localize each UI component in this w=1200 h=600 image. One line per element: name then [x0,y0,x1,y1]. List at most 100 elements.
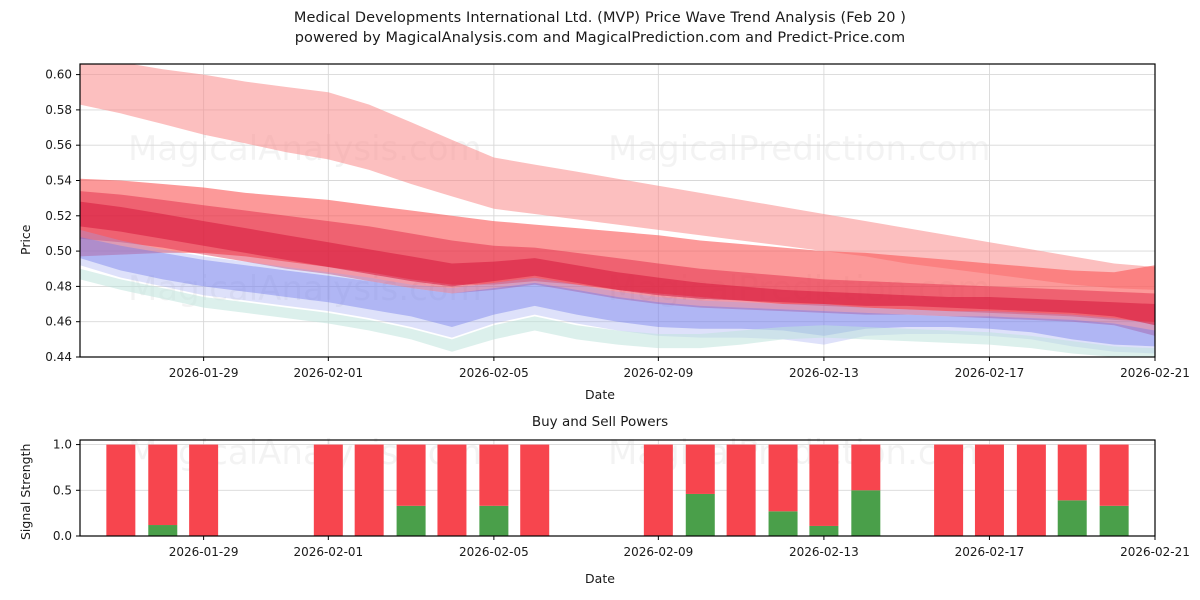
top-yaxis-label: Price [18,224,33,256]
page-title: Medical Developments International Ltd. … [0,8,1200,48]
signal-bar[interactable] [189,444,219,536]
band-core-dark-red-line-band [80,201,1155,326]
buy-power-segment [809,525,839,536]
sell-power-segment [934,444,964,536]
signal-bar[interactable] [934,444,964,536]
bottom-mask [0,358,1200,390]
sell-power-segment [1057,444,1087,501]
sell-power-segment [768,444,798,512]
ytick-label: 1.0 [53,438,72,452]
title-line-1: Medical Developments International Ltd. … [293,10,907,26]
ytick-label: 0.5 [53,483,72,497]
xtick-label: 2026-01-29 [169,366,239,380]
signal-bar[interactable] [1057,444,1087,536]
buy-power-segment [148,525,178,536]
ytick-label: 0.54 [45,173,72,187]
signal-bar[interactable] [768,444,798,536]
signal-bar[interactable] [643,444,673,536]
signal-bar[interactable] [685,444,715,536]
sell-power-segment [148,444,178,526]
sell-power-segment [189,444,219,536]
xtick-label: 2026-02-21 [1120,366,1190,380]
signal-bar[interactable] [726,444,756,536]
band-teal-floor-band [80,268,1155,357]
sell-power-segment [643,444,673,536]
buy-power-segment [1057,500,1087,536]
band-outer-blue-halo [80,229,1155,354]
buy-power-segment [768,511,798,536]
buy-sell-powers-chart: MagicalAnalysis.comMagicalPrediction.com… [53,433,1190,559]
title-line-2: powered by MagicalAnalysis.com and Magic… [294,30,906,46]
xtick-label: 2026-02-13 [789,545,859,559]
xtick-label: 2026-02-17 [955,545,1025,559]
band-upper-red-band [80,178,1155,322]
ytick-label: 0.46 [45,315,72,329]
xtick-label: 2026-02-05 [459,545,529,559]
sell-power-segment [106,444,136,536]
sell-power-segment [851,444,881,491]
sell-power-segment [437,444,467,536]
top-xaxis-label: Date [585,387,615,402]
sell-power-segment [479,444,509,506]
bottom-chart-title: Buy and Sell Powers [531,414,669,430]
bottom-yaxis-label: Signal Strength [18,443,33,540]
ytick-label: 0.44 [45,350,72,364]
ytick-label: 0.48 [45,279,72,293]
xtick-label: 2026-02-01 [293,366,363,380]
signal-bar[interactable] [437,444,467,536]
xtick-label: 2026-01-29 [169,545,239,559]
watermark-top-right: MagicalPrediction.com [608,129,991,169]
signal-bar[interactable] [1016,444,1046,536]
sell-power-segment [974,444,1004,536]
xtick-label: 2026-02-17 [955,366,1025,380]
price-wave-chart: MagicalAnalysis.comMagicalPrediction.com… [0,50,1200,390]
watermark-bottom-left: MagicalAnalysis.com [128,433,482,473]
sell-power-segment [396,444,426,506]
plot-frame [79,439,1156,537]
xtick-label: 2026-02-05 [459,366,529,380]
ytick-label: 0.50 [45,244,72,258]
signal-bar[interactable] [396,444,426,536]
buy-power-segment [685,493,715,536]
buy-power-segment [479,505,509,536]
signal-bar[interactable] [148,444,178,536]
ytick-label: 0.60 [45,68,72,82]
sell-power-segment [1016,444,1046,536]
buy-power-segment [1099,505,1129,536]
signal-bar[interactable] [313,444,343,536]
xtick-label: 2026-02-01 [293,545,363,559]
ytick-label: 0.0 [53,529,72,543]
ytick-label: 0.56 [45,138,72,152]
left-mask [0,50,80,390]
ytick-label: 0.52 [45,209,72,223]
signal-bar[interactable] [520,444,550,536]
signal-bar[interactable] [974,444,1004,536]
buy-power-segment [851,490,881,536]
plot-frame [79,63,1156,358]
band-lower-blue-band [80,236,1155,347]
sell-power-segment [726,444,756,536]
top-mask [0,50,1200,64]
ytick-label: 0.58 [45,103,72,117]
signal-bar[interactable] [1099,444,1129,536]
signal-bar[interactable] [809,444,839,536]
sell-power-segment [809,444,839,526]
buy-power-segment [396,505,426,536]
xtick-label: 2026-02-21 [1120,545,1190,559]
sell-power-segment [1099,444,1129,506]
xtick-label: 2026-02-09 [623,366,693,380]
sell-power-segment [520,444,550,536]
signal-bar[interactable] [354,444,384,536]
sell-power-segment [313,444,343,536]
xtick-label: 2026-02-13 [789,366,859,380]
signal-bar[interactable] [851,444,881,536]
sell-power-segment [685,444,715,494]
right-mask [1156,50,1200,390]
bottom-xaxis-label: Date [585,571,615,586]
signal-bar[interactable] [479,444,509,536]
signal-bar[interactable] [106,444,136,536]
xtick-label: 2026-02-09 [623,545,693,559]
sell-power-segment [354,444,384,536]
band-outer-upper-band [80,62,1155,290]
